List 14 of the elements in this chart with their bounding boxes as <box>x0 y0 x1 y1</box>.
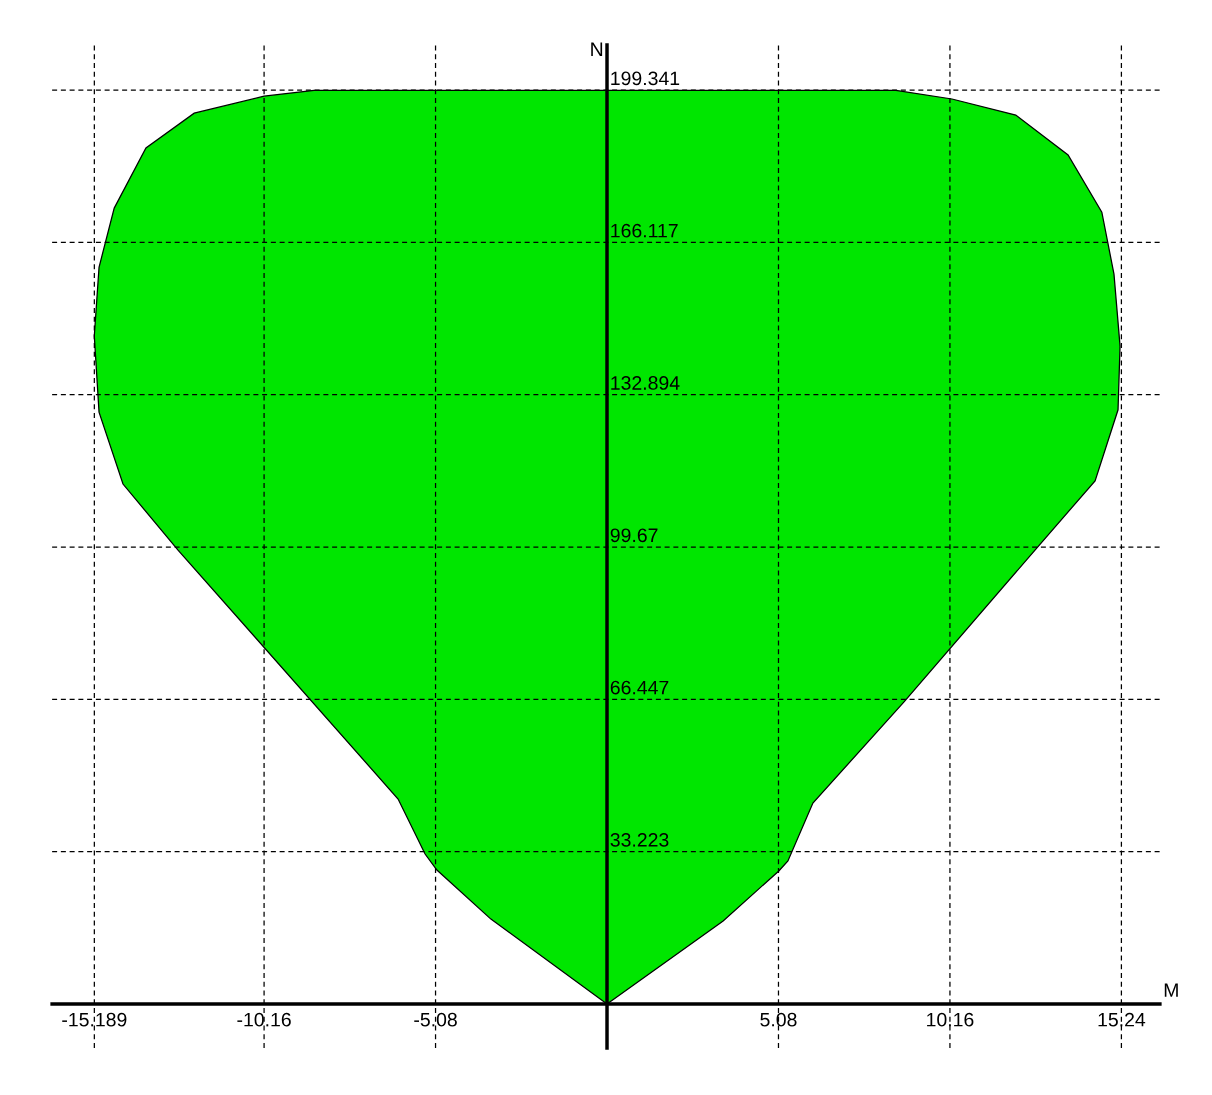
x-tick-label: -5.08 <box>414 1012 457 1027</box>
y-tick-label: 166.117 <box>611 223 678 238</box>
y-tick-label: 66.447 <box>610 680 669 695</box>
y-axis-title: N <box>591 42 603 56</box>
x-tick-label: 5.08 <box>760 1012 797 1027</box>
x-tick-label: -15.189 <box>62 1012 127 1027</box>
y-tick-label: 33.223 <box>610 832 669 847</box>
x-tick-label: 10.16 <box>927 1012 974 1027</box>
y-tick-label: 99.67 <box>610 528 658 543</box>
x-tick-label: -10.16 <box>237 1012 291 1027</box>
y-tick-label: 199.341 <box>611 71 680 86</box>
y-tick-label: 132.894 <box>611 376 680 390</box>
x-axis-title: M <box>1164 983 1178 997</box>
x-tick-label: 15.24 <box>1098 1012 1146 1027</box>
